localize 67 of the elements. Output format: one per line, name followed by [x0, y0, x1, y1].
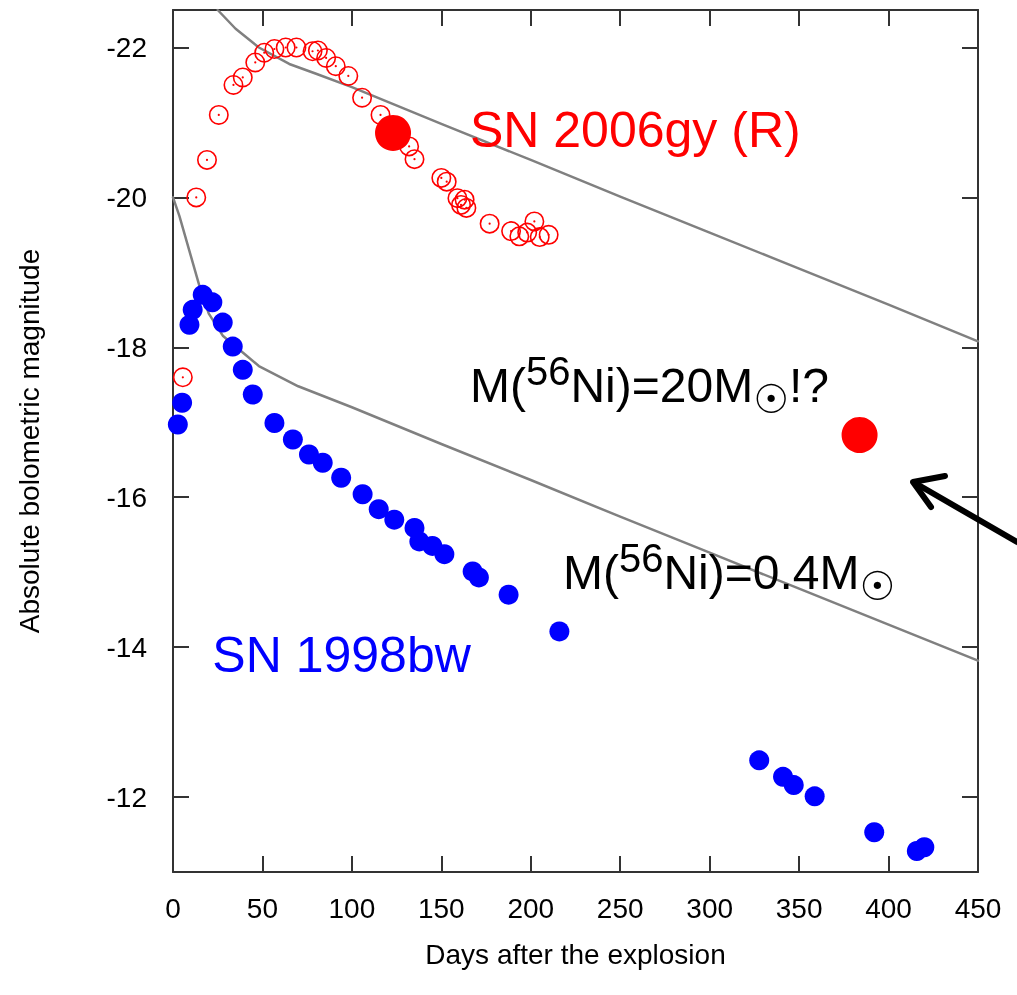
- point: [331, 467, 352, 488]
- point: [212, 312, 233, 333]
- point: [498, 584, 519, 605]
- point: [264, 39, 285, 59]
- point: [841, 417, 878, 453]
- y-tick-label: -16: [106, 481, 147, 513]
- x-tick-label: 200: [507, 892, 555, 924]
- point: [202, 292, 223, 313]
- point: [208, 104, 229, 125]
- x-tick-label: 100: [328, 892, 376, 924]
- y-tick-label: -18: [106, 331, 147, 363]
- point: [404, 149, 425, 170]
- point: [232, 67, 253, 88]
- line-series: [216, 8, 980, 343]
- point: [352, 484, 373, 505]
- point: [312, 452, 333, 473]
- point: [384, 509, 405, 530]
- y-tick-label: -20: [106, 181, 147, 213]
- point: [172, 392, 193, 413]
- point: [804, 786, 825, 807]
- point: [316, 47, 337, 68]
- point: [368, 499, 389, 520]
- point: [172, 367, 193, 388]
- point: [167, 414, 188, 435]
- point: [375, 114, 412, 151]
- x-tick-label: 400: [865, 892, 912, 924]
- y-tick-label: -14: [106, 631, 147, 663]
- point: [338, 65, 359, 86]
- point: [538, 224, 559, 245]
- point: [264, 413, 285, 433]
- x-tick-label: 450: [954, 892, 1002, 924]
- point: [182, 299, 203, 320]
- point: [436, 171, 457, 192]
- point: [282, 429, 303, 450]
- x-tick-label: 50: [246, 892, 279, 924]
- point: [242, 384, 263, 405]
- x-tick-label: 150: [417, 892, 465, 924]
- series-label: SN 2006gy (R): [469, 101, 801, 158]
- point: [222, 336, 243, 357]
- series-label: SN 1998bw: [212, 626, 471, 683]
- x-axis-title: Days after the explosion: [425, 938, 726, 970]
- point: [914, 837, 935, 858]
- point: [186, 187, 207, 208]
- point: [479, 213, 500, 234]
- point: [549, 621, 570, 642]
- point: [468, 567, 489, 588]
- x-tick-label: 0: [165, 892, 181, 924]
- point: [783, 775, 804, 796]
- point: [434, 544, 455, 565]
- point: [864, 822, 885, 843]
- x-tick-label: 250: [596, 892, 644, 924]
- y-axis-title: Absolute bolometric magnitude: [13, 248, 45, 634]
- point: [352, 87, 373, 108]
- x-tick-label: 300: [686, 892, 734, 924]
- point: [307, 40, 328, 61]
- x-tick-label: 350: [775, 892, 823, 924]
- point: [325, 56, 346, 77]
- point: [286, 37, 307, 58]
- point: [223, 74, 244, 95]
- point: [196, 149, 217, 170]
- point: [749, 750, 770, 771]
- annotation: M($^{56}$Ni)=20M$_{☉}$!?: [469, 348, 830, 421]
- series-label: M($^{56}$Ni)=0.4M$_{☉}$: [562, 536, 896, 608]
- point: [456, 197, 477, 218]
- y-tick-label: -12: [106, 781, 147, 813]
- y-tick-label: -22: [106, 31, 147, 63]
- point: [232, 359, 253, 380]
